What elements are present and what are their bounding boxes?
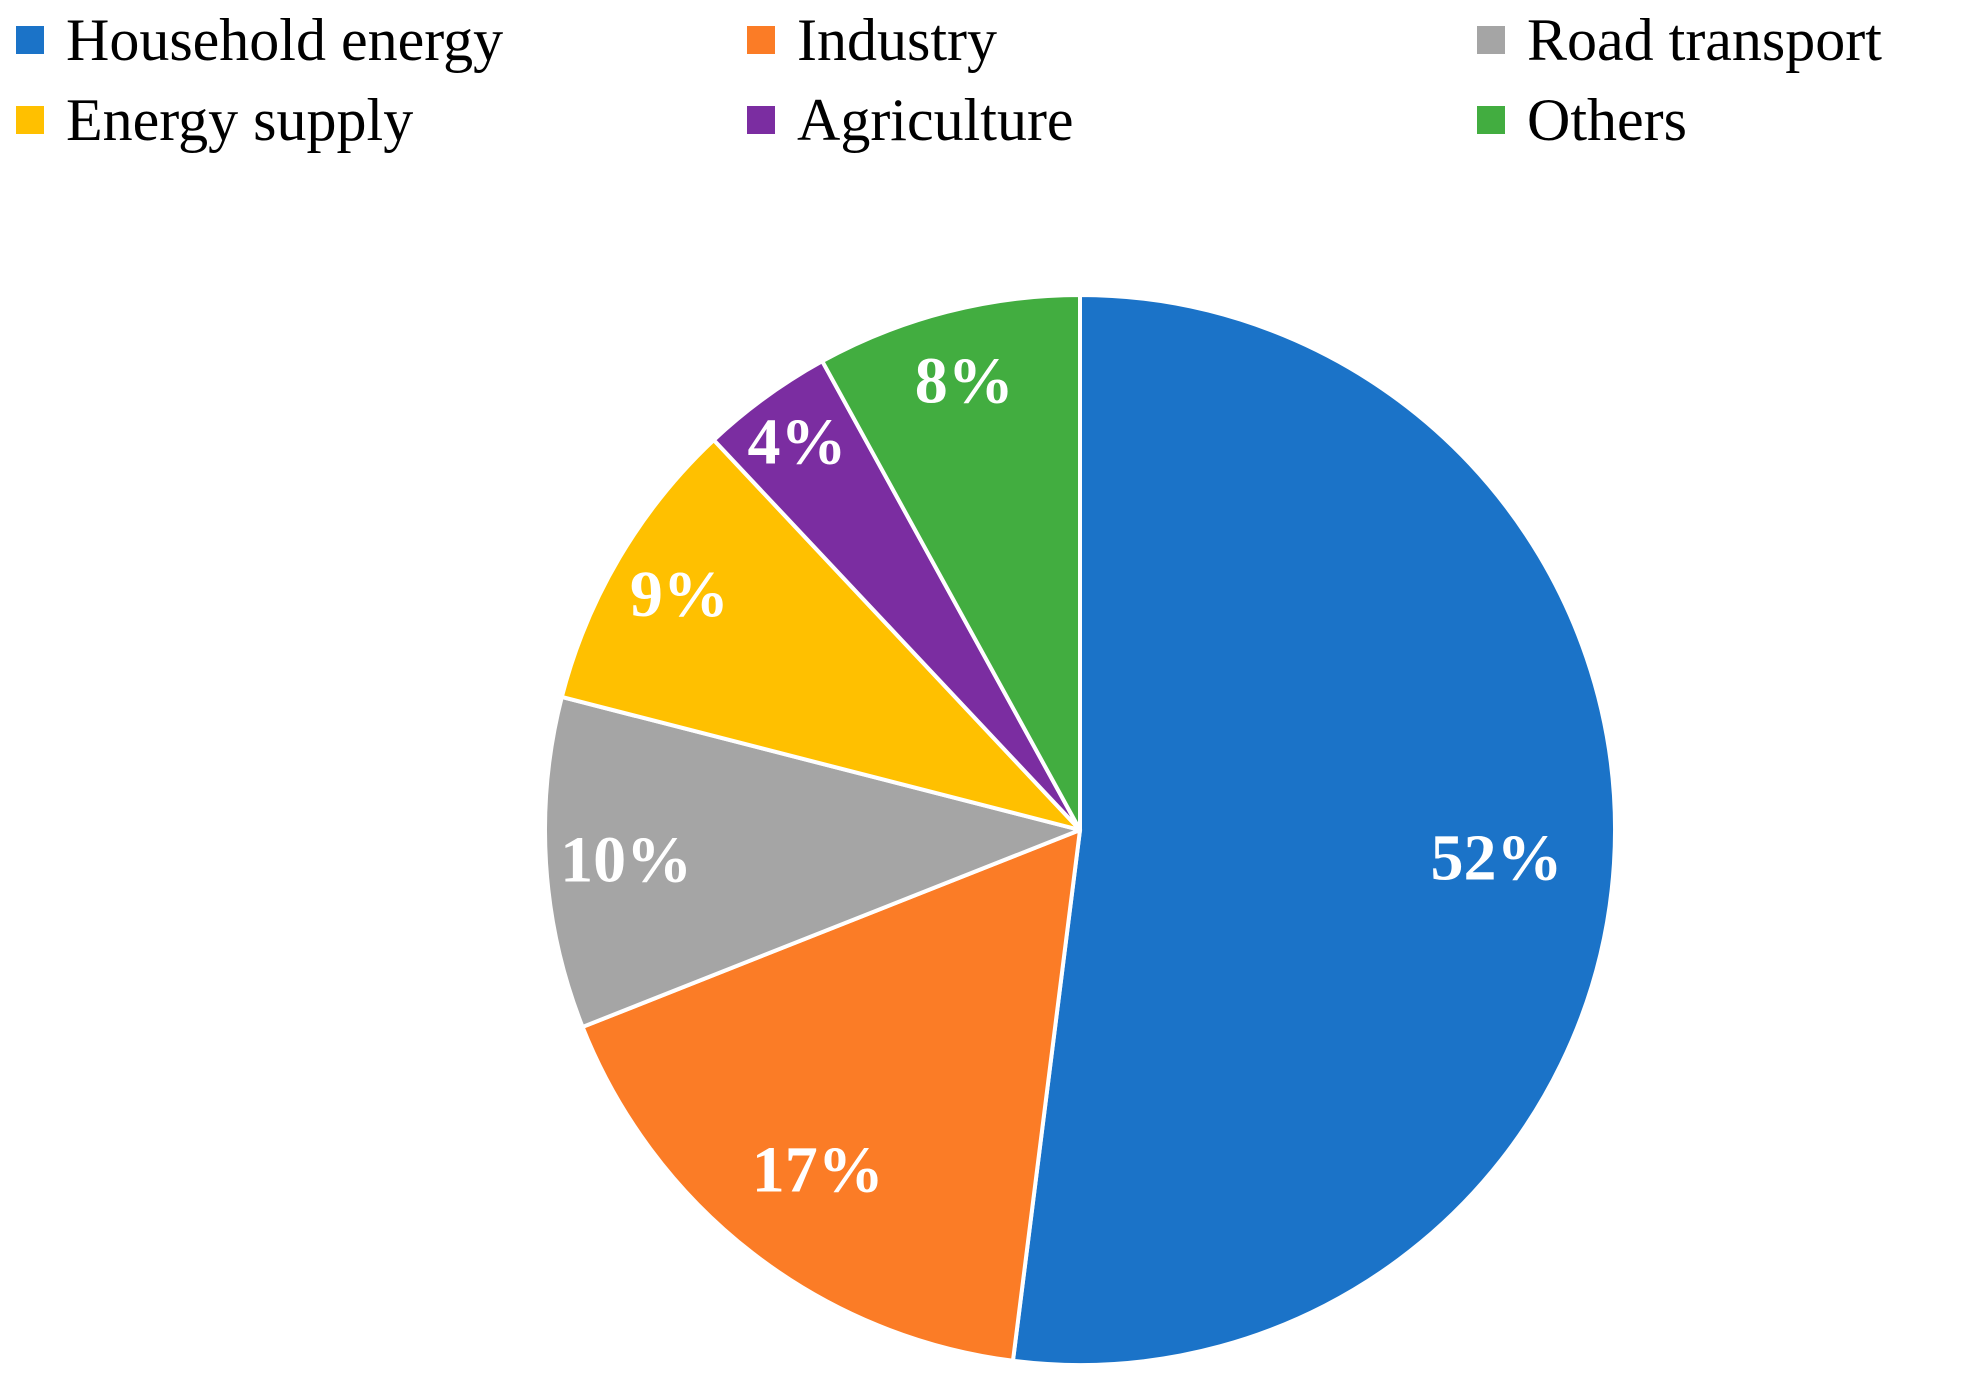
legend-label: Energy supply [66, 87, 414, 153]
legend-item-energy-supply: Energy supply [16, 84, 413, 156]
pie-slice-label-industry: 17% [752, 1133, 884, 1206]
legend-label: Household energy [66, 7, 504, 73]
pie-slice-label-agriculture: 4% [748, 406, 847, 479]
legend-item-industry: Industry [747, 4, 997, 76]
legend-swatch-agriculture [747, 106, 775, 134]
legend-swatch-industry [747, 26, 775, 54]
pie-slice-others [820, 293, 1082, 832]
legend-swatch-energy-supply [16, 106, 44, 134]
legend-label: Industry [797, 7, 997, 73]
legend-item-household-energy: Household energy [16, 4, 503, 76]
pie-slice-label-energy-supply: 9% [630, 558, 729, 631]
pie-slice-road-transport [543, 694, 1082, 1029]
pie-slice-energy-supply [559, 438, 1082, 832]
legend-item-agriculture: Agriculture [747, 84, 1074, 156]
pie-slice-label-household-energy: 52% [1431, 821, 1563, 894]
legend-swatch-household-energy [16, 26, 44, 54]
pie-slice-household-energy [1010, 293, 1617, 1367]
legend-swatch-road-transport [1477, 26, 1505, 54]
pie-slice-label-road-transport: 10% [560, 824, 692, 897]
legend-item-road-transport: Road transport [1477, 4, 1882, 76]
legend-label: Others [1527, 87, 1687, 153]
legend-label: Agriculture [797, 87, 1074, 153]
pie-slice-label-others: 8% [915, 344, 1014, 417]
legend-label: Road transport [1527, 7, 1882, 73]
legend-swatch-others [1477, 106, 1505, 134]
pie-slice-industry [580, 828, 1082, 1363]
pie-slices-group: 52% 17% 10% 9% 4% 8% [543, 293, 1617, 1367]
chart-legend: Household energy Industry Road transport… [0, 0, 1965, 170]
legend-item-others: Others [1477, 84, 1687, 156]
